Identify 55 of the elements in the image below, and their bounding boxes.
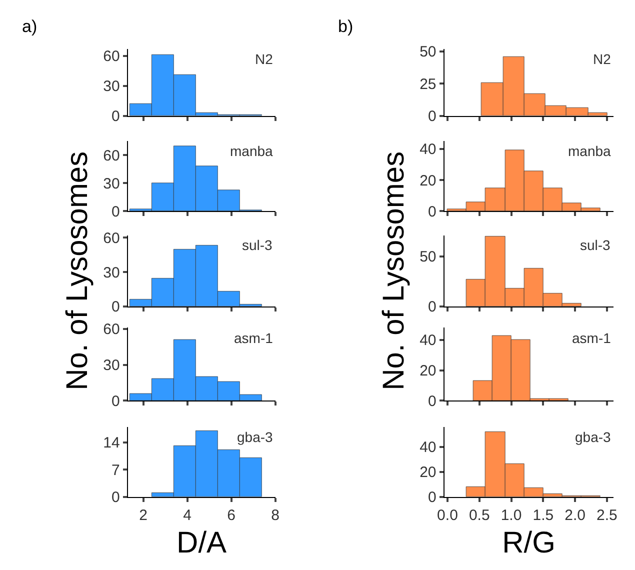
y-tick-label: 30 — [103, 357, 120, 374]
y-tick-label: 25 — [420, 76, 436, 93]
annotation: sul-3 — [242, 237, 273, 253]
annotation: gba-3 — [237, 429, 274, 445]
chart-title: b) — [338, 17, 354, 36]
y-axis-title: No. of Lysosomes — [378, 151, 411, 390]
annotation: manba — [230, 143, 274, 159]
y-tick-label: 0 — [428, 108, 436, 126]
y-axis-title: No. of Lysosomes — [61, 151, 94, 390]
x-tick-label: 4 — [183, 506, 192, 524]
y-tick-label: 30 — [103, 264, 120, 282]
y-tick-label: 0 — [112, 108, 120, 126]
y-tick-label: 0 — [112, 203, 120, 220]
y-tick-label: 20 — [420, 464, 436, 482]
y-tick-label: 40 — [420, 439, 436, 456]
y-tick-label: 30 — [103, 78, 120, 96]
x-tick-label: 0.0 — [437, 506, 458, 524]
annotation: sul-3 — [580, 237, 611, 253]
chart-title: a) — [22, 17, 38, 36]
y-tick-label: 0 — [112, 298, 120, 316]
y-tick-label: 60 — [103, 230, 120, 247]
x-tick-label: 2.5 — [596, 506, 618, 524]
y-tick-label: 14 — [103, 434, 120, 452]
y-tick-label: 0 — [112, 489, 120, 506]
x-tick-label: 8 — [271, 506, 280, 524]
annotation: manba — [568, 143, 612, 159]
y-tick-label: 0 — [112, 392, 120, 410]
y-tick-label: 0 — [428, 489, 436, 506]
x-tick-label: 1.0 — [500, 506, 522, 524]
x-tick-label: 0.5 — [468, 506, 490, 524]
y-tick-label: 50 — [420, 44, 436, 61]
y-tick-label: 7 — [112, 462, 120, 479]
annotation: gba-3 — [575, 429, 612, 445]
annotation: asm-1 — [234, 330, 274, 346]
annotation: N2 — [593, 51, 612, 67]
x-axis-title: D/A — [176, 526, 227, 560]
y-tick-label: 0 — [428, 298, 436, 316]
y-tick-label: 20 — [420, 362, 436, 380]
y-tick-label: 60 — [103, 48, 120, 66]
annotation: N2 — [255, 51, 274, 67]
y-tick-label: 40 — [420, 332, 436, 350]
y-tick-label: 50 — [420, 248, 436, 266]
x-tick-label: 1.5 — [532, 506, 554, 524]
y-tick-label: 20 — [420, 172, 436, 190]
x-axis-title: R/G — [502, 526, 556, 560]
y-tick-label: 60 — [103, 321, 120, 338]
y-tick-label: 0 — [428, 392, 436, 410]
annotation: asm-1 — [572, 330, 612, 346]
y-tick-label: 30 — [103, 175, 120, 192]
y-tick-label: 40 — [420, 141, 436, 158]
x-tick-label: 2 — [139, 506, 148, 524]
x-tick-label: 2.0 — [564, 506, 586, 524]
y-tick-label: 0 — [428, 203, 436, 220]
y-tick-label: 60 — [103, 147, 120, 164]
x-tick-label: 6 — [227, 506, 236, 524]
